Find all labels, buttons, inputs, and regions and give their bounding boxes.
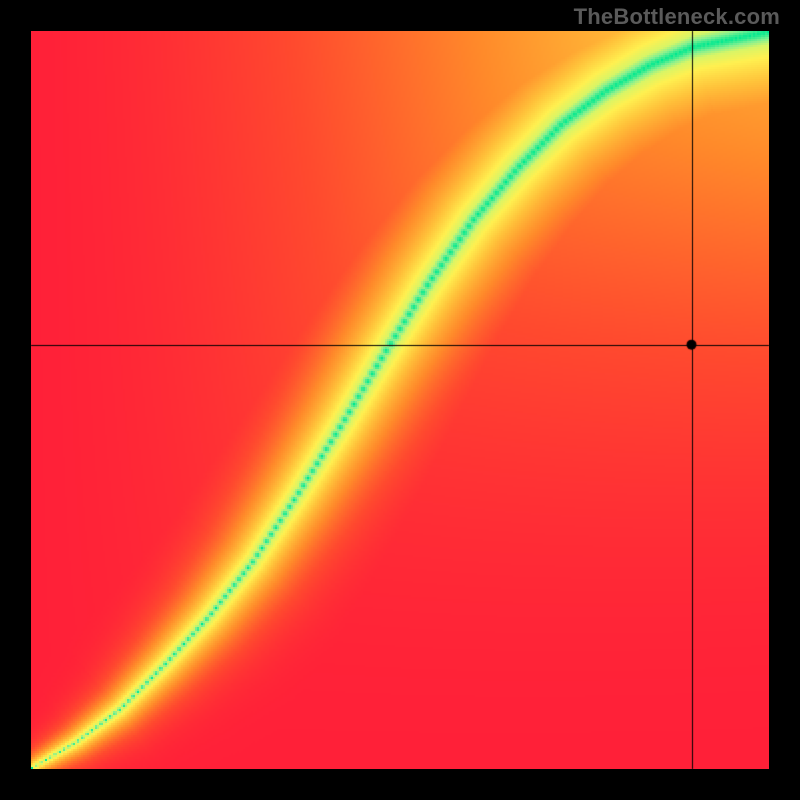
overlay-canvas [0, 0, 800, 800]
chart-container: TheBottleneck.com [0, 0, 800, 800]
watermark-text: TheBottleneck.com [574, 4, 780, 30]
